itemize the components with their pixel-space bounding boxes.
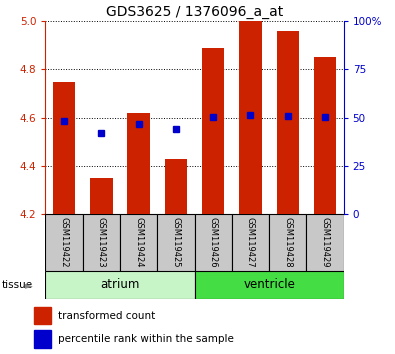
Text: GSM119428: GSM119428 [283,217,292,268]
Text: atrium: atrium [100,279,140,291]
Bar [269,214,307,271]
Bar [90,178,113,214]
Text: GSM119424: GSM119424 [134,217,143,268]
Bar [128,113,150,214]
Bar [232,214,269,271]
Bar [165,159,187,214]
Bar [83,214,120,271]
Text: tissue: tissue [2,280,33,290]
Bar [157,214,194,271]
Bar [45,214,83,271]
Bar [202,48,224,214]
Text: ventricle: ventricle [243,279,295,291]
Text: GSM119422: GSM119422 [60,217,69,268]
Bar [239,21,261,214]
Text: GSM119423: GSM119423 [97,217,106,268]
Text: GSM119429: GSM119429 [320,217,329,268]
Bar [34,307,51,324]
Text: GSM119426: GSM119426 [209,217,218,268]
Bar [120,214,157,271]
Text: transformed count: transformed count [58,311,155,321]
Bar [194,271,344,299]
Bar [276,31,299,214]
Text: percentile rank within the sample: percentile rank within the sample [58,334,234,344]
Bar [307,214,344,271]
Bar [314,57,336,214]
Text: GSM119425: GSM119425 [171,217,181,268]
Text: GSM119427: GSM119427 [246,217,255,268]
Title: GDS3625 / 1376096_a_at: GDS3625 / 1376096_a_at [106,5,283,19]
Bar [45,271,194,299]
Text: ►: ► [24,280,32,290]
Bar [34,330,51,348]
Bar [194,214,232,271]
Bar [53,81,75,214]
